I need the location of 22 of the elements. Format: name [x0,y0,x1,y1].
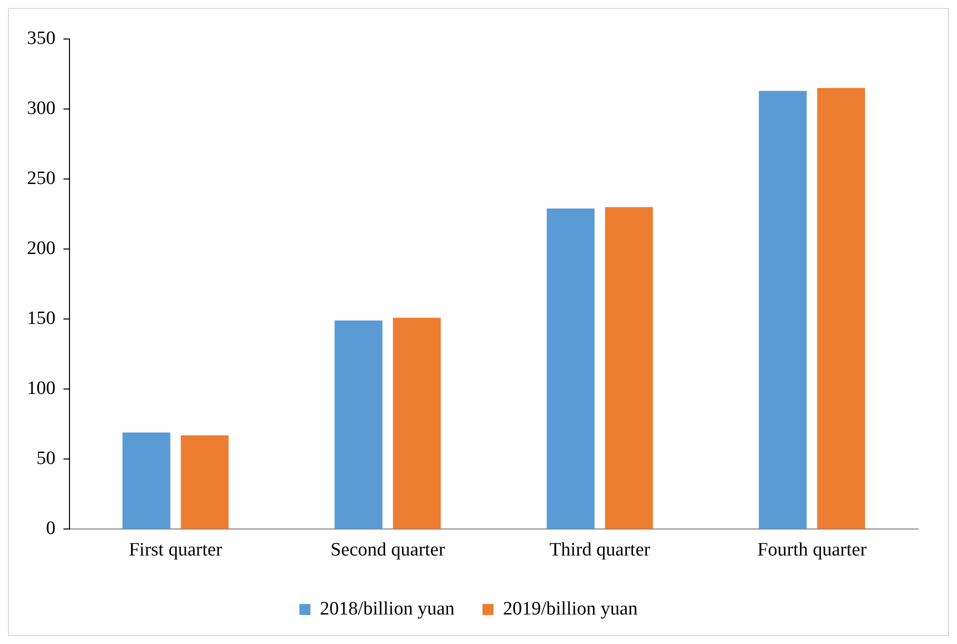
x-tick-label: First quarter [128,540,223,561]
y-tick-label: 150 [27,308,56,330]
x-tick-label: Third quarter [549,540,651,561]
bar [334,320,382,529]
y-tick-label: 350 [27,28,56,49]
y-tick-label: 0 [46,518,56,540]
y-tick-label: 50 [36,448,56,470]
x-tick-label: Fourth quarter [757,540,868,561]
x-tick-label: Second quarter [330,540,446,561]
legend-label: 2019/billion yuan [503,598,638,620]
y-tick-label: 100 [27,378,56,400]
bar [546,208,595,529]
bar [122,432,170,529]
y-tick-label: 300 [27,98,56,120]
bar [758,90,807,529]
bar [180,435,229,529]
bar [392,318,441,529]
y-tick-label: 200 [27,238,56,260]
bar [817,88,866,529]
y-tick-label: 250 [27,168,56,190]
legend-label: 2018/billion yuan [320,598,455,620]
bar [605,207,653,529]
